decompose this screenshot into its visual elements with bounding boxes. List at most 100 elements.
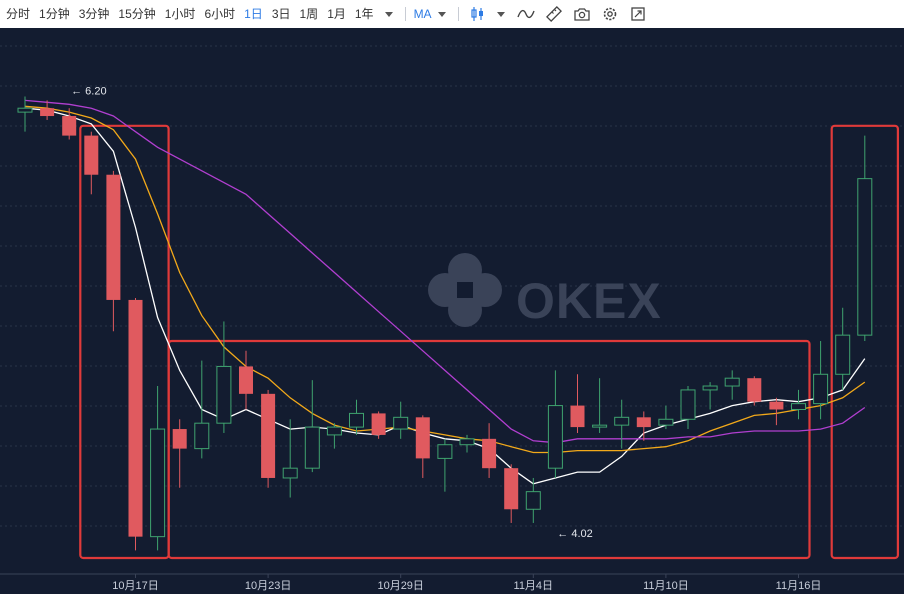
toolbar-divider	[457, 7, 459, 21]
candle-body	[371, 413, 386, 435]
candle	[17, 96, 33, 132]
candle	[592, 378, 608, 433]
candle	[62, 108, 77, 140]
indicator-selector[interactable]: MA	[413, 7, 432, 21]
candle	[658, 405, 674, 430]
candle-body	[393, 416, 409, 430]
candle-body	[84, 135, 99, 175]
fullscreen-icon[interactable]	[627, 3, 649, 25]
candle-body	[658, 418, 674, 426]
candle-body	[415, 417, 430, 459]
timeframe-group: 分时 1分钟 3分钟 15分钟 1小时 6小时 1日 3日 1周 1月 1年	[6, 0, 383, 28]
candle-body	[62, 116, 77, 136]
timeframe-tab[interactable]: 6小时	[204, 7, 236, 21]
moving-average-line	[24, 105, 866, 454]
candle	[261, 389, 276, 488]
candles	[17, 96, 873, 551]
candle-body	[680, 389, 696, 420]
indicator-dropdown-icon[interactable]	[437, 11, 446, 17]
candle	[415, 415, 430, 478]
candle-body	[857, 178, 873, 336]
candle	[482, 423, 497, 478]
candle-body	[835, 334, 851, 375]
settings-icon[interactable]	[599, 3, 621, 25]
candle-body	[747, 378, 762, 402]
candle-body	[769, 401, 784, 410]
candle-body	[150, 428, 166, 538]
timeframe-tab[interactable]: 1分钟	[39, 7, 70, 21]
timeframe-tab[interactable]: 3分钟	[78, 7, 110, 21]
candle	[150, 386, 166, 551]
candle-type-dropdown-icon[interactable]	[496, 11, 505, 17]
chart-toolbar: 分时 1分钟 3分钟 15分钟 1小时 6小时 1日 3日 1周 1月 1年 MA	[0, 0, 904, 28]
candle	[349, 399, 364, 435]
candle	[547, 370, 563, 478]
candle	[437, 438, 453, 492]
candle-body	[106, 174, 121, 300]
candle-body	[349, 412, 364, 428]
candle-body	[636, 417, 651, 428]
highlight-box	[167, 339, 811, 560]
timeframe-tab[interactable]: 1周	[299, 7, 319, 21]
candle-body	[239, 366, 253, 394]
candle	[216, 321, 232, 433]
timeframe-tab[interactable]: 15分钟	[118, 7, 156, 21]
candle	[857, 135, 873, 342]
x-axis: 10月17日 10月23日 10月29日 11月4日 11月10日 11月16日	[112, 574, 821, 592]
candle	[747, 376, 762, 406]
candle-body	[525, 491, 541, 510]
moving-average-line	[24, 99, 866, 444]
candle-body	[194, 422, 210, 450]
candle-type-icon[interactable]	[467, 3, 489, 25]
timeframe-dropdown-icon[interactable]	[384, 11, 393, 17]
timeframe-tab[interactable]: 分时	[6, 7, 31, 21]
candle-body	[304, 426, 320, 469]
timeframe-tab[interactable]: 1月	[327, 7, 346, 21]
timeframe-tab[interactable]: 1日	[244, 7, 263, 21]
candle	[504, 464, 519, 523]
line-draw-icon[interactable]	[515, 3, 537, 25]
x-tick-label: 11月10日	[643, 580, 689, 592]
watermark-logo: OKEX	[428, 253, 661, 329]
candle-body	[813, 373, 829, 405]
candle-body	[216, 365, 232, 424]
x-tick-label: 10月17日	[112, 580, 158, 592]
candle-body	[570, 405, 585, 428]
candle-body	[504, 468, 519, 510]
candle	[459, 434, 475, 453]
candle	[282, 419, 298, 498]
candle-body	[172, 429, 187, 449]
candle	[835, 307, 851, 390]
price-annotations: ← 6.20 ← 4.02	[71, 85, 593, 539]
candle	[304, 380, 320, 473]
candle-body	[326, 426, 342, 436]
candle	[128, 297, 143, 551]
camera-icon[interactable]	[571, 3, 593, 25]
moving-average-line	[24, 107, 866, 485]
candle-body	[702, 385, 718, 391]
timeframe-tab[interactable]: 1年	[354, 7, 374, 21]
highlight-boxes	[79, 124, 900, 560]
candle	[702, 382, 718, 410]
x-tick-label: 11月4日	[514, 580, 554, 592]
candle	[791, 389, 806, 420]
ruler-icon[interactable]	[543, 3, 565, 25]
timeframe-tab[interactable]: 3日	[271, 7, 291, 21]
x-tick-label: 10月29日	[377, 580, 423, 592]
candle	[813, 341, 829, 420]
candle-body	[459, 438, 475, 446]
candle	[326, 423, 342, 449]
price-extreme-label: ← 4.02	[557, 528, 592, 540]
candle-body	[437, 444, 453, 459]
timeframe-tab[interactable]: 1小时	[164, 7, 196, 21]
candlestick-chart[interactable]: OKEX ← 6.20 ← 4.02 10月17日 10月23日 10月29日 11月4…	[0, 28, 904, 594]
candle-body	[282, 467, 298, 479]
candle-body	[791, 403, 806, 410]
candle-body	[592, 424, 608, 428]
candle	[570, 374, 585, 433]
candle	[769, 397, 784, 426]
x-tick-label: 10月23日	[245, 580, 291, 592]
candle	[194, 360, 210, 459]
candle-body	[17, 107, 33, 113]
candle	[393, 401, 409, 439]
